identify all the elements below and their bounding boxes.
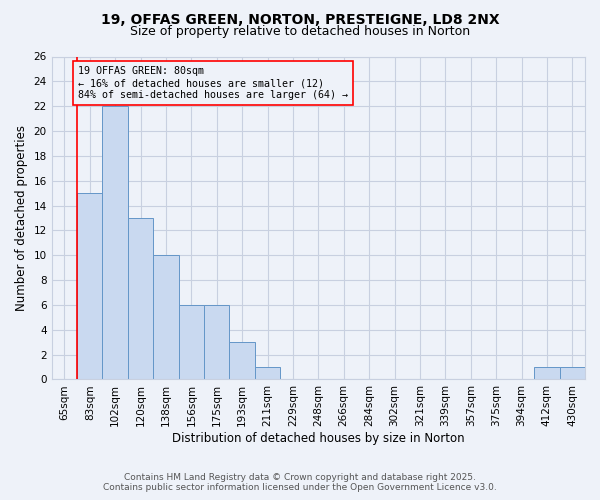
Bar: [128, 218, 153, 380]
Bar: [560, 367, 585, 380]
Text: 19 OFFAS GREEN: 80sqm
← 16% of detached houses are smaller (12)
84% of semi-deta: 19 OFFAS GREEN: 80sqm ← 16% of detached …: [79, 66, 349, 100]
Text: Contains HM Land Registry data © Crown copyright and database right 2025.
Contai: Contains HM Land Registry data © Crown c…: [103, 473, 497, 492]
X-axis label: Distribution of detached houses by size in Norton: Distribution of detached houses by size …: [172, 432, 464, 445]
Bar: [255, 367, 280, 380]
Bar: [534, 367, 560, 380]
Bar: [77, 193, 103, 380]
Bar: [153, 255, 179, 380]
Y-axis label: Number of detached properties: Number of detached properties: [15, 125, 28, 311]
Bar: [229, 342, 255, 380]
Text: Size of property relative to detached houses in Norton: Size of property relative to detached ho…: [130, 25, 470, 38]
Text: 19, OFFAS GREEN, NORTON, PRESTEIGNE, LD8 2NX: 19, OFFAS GREEN, NORTON, PRESTEIGNE, LD8…: [101, 12, 499, 26]
Bar: [204, 305, 229, 380]
Bar: [179, 305, 204, 380]
Bar: [103, 106, 128, 380]
